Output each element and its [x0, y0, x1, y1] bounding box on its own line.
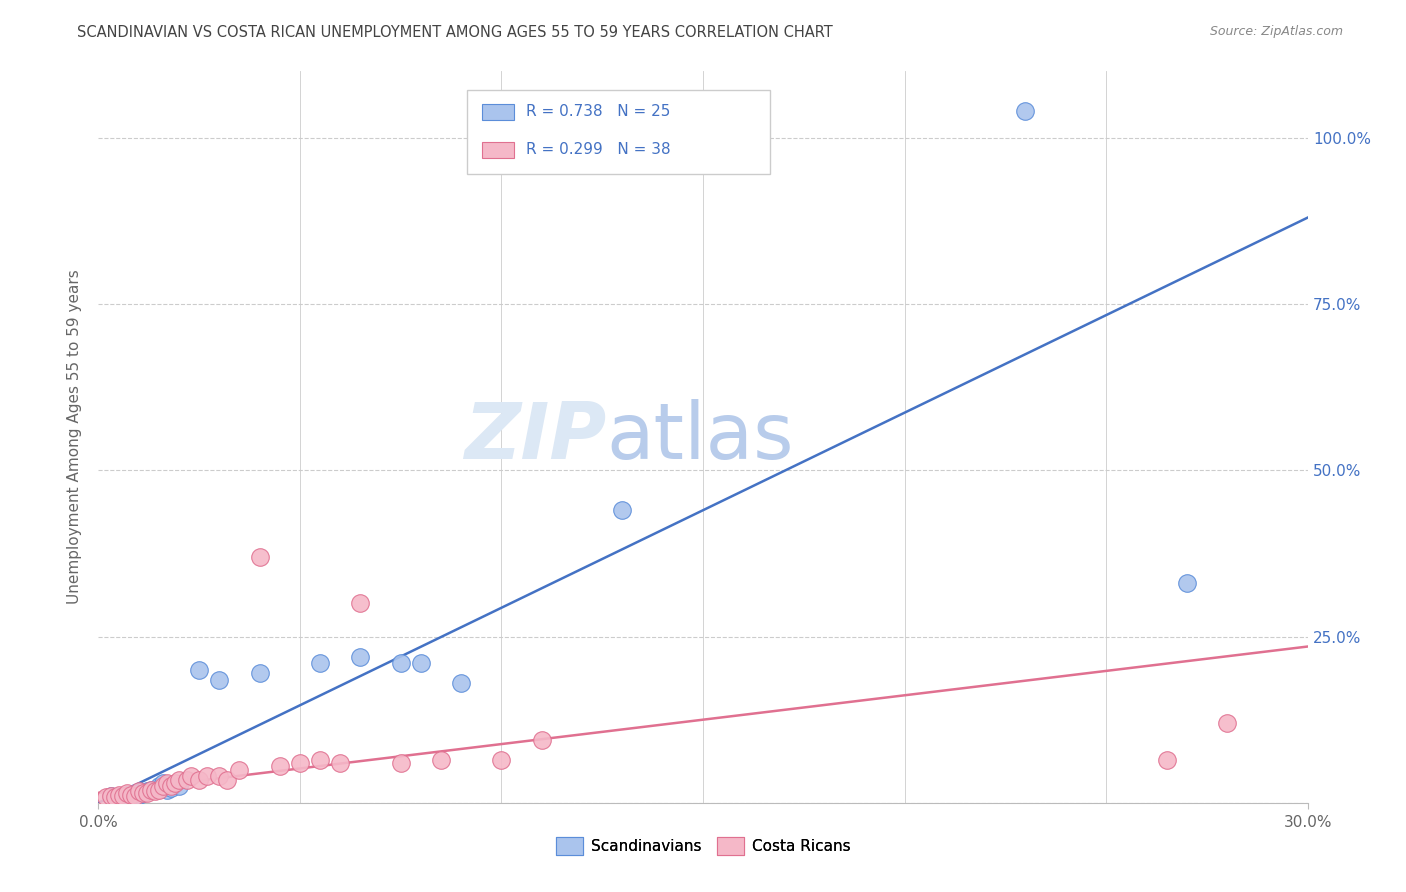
Point — [1014, 104, 1036, 119]
Point — [152, 779, 174, 793]
Point — [269, 759, 291, 773]
Point — [152, 776, 174, 790]
Point — [115, 788, 138, 802]
Point — [135, 786, 157, 800]
Point — [96, 790, 118, 805]
Point — [160, 779, 183, 793]
Point — [208, 673, 231, 687]
Point — [1216, 716, 1239, 731]
Point — [148, 782, 170, 797]
Point — [100, 789, 122, 804]
Point — [1156, 753, 1178, 767]
Point — [160, 781, 183, 796]
Point — [120, 788, 142, 802]
Point — [188, 663, 211, 677]
Point — [188, 772, 211, 787]
Point — [349, 649, 371, 664]
Text: R = 0.299   N = 38: R = 0.299 N = 38 — [526, 142, 671, 157]
Point — [124, 789, 146, 804]
Point — [120, 789, 142, 804]
Text: atlas: atlas — [606, 399, 794, 475]
Point — [111, 789, 134, 804]
Point — [167, 779, 190, 793]
Point — [228, 763, 250, 777]
Point — [349, 596, 371, 610]
Point — [208, 769, 231, 783]
Point — [143, 784, 166, 798]
Text: SCANDINAVIAN VS COSTA RICAN UNEMPLOYMENT AMONG AGES 55 TO 59 YEARS CORRELATION C: SCANDINAVIAN VS COSTA RICAN UNEMPLOYMENT… — [77, 25, 834, 40]
Point — [491, 753, 513, 767]
Point — [249, 549, 271, 564]
Point — [430, 753, 453, 767]
Point — [148, 779, 170, 793]
FancyBboxPatch shape — [482, 103, 515, 120]
Point — [180, 769, 202, 783]
Point — [217, 772, 239, 787]
Point — [309, 656, 332, 670]
Point — [107, 790, 129, 805]
Legend: Scandinavians, Costa Ricans: Scandinavians, Costa Ricans — [550, 831, 856, 861]
Point — [163, 776, 186, 790]
Point — [115, 786, 138, 800]
Text: R = 0.738   N = 25: R = 0.738 N = 25 — [526, 104, 671, 120]
Text: ZIP: ZIP — [464, 399, 606, 475]
Point — [156, 782, 179, 797]
Point — [128, 788, 150, 802]
Point — [156, 776, 179, 790]
FancyBboxPatch shape — [482, 142, 515, 159]
Point — [124, 786, 146, 800]
Point — [139, 782, 162, 797]
FancyBboxPatch shape — [467, 90, 769, 174]
Point — [612, 503, 634, 517]
Point — [389, 756, 412, 770]
Y-axis label: Unemployment Among Ages 55 to 59 years: Unemployment Among Ages 55 to 59 years — [67, 269, 83, 605]
Point — [132, 786, 155, 800]
Point — [103, 790, 125, 805]
Point — [450, 676, 472, 690]
Point — [288, 756, 311, 770]
Text: Source: ZipAtlas.com: Source: ZipAtlas.com — [1209, 25, 1343, 38]
Point — [389, 656, 412, 670]
Point — [309, 753, 332, 767]
Point — [329, 756, 352, 770]
Point — [409, 656, 432, 670]
Point — [100, 789, 122, 804]
Point — [249, 666, 271, 681]
Point — [1175, 576, 1198, 591]
Point — [132, 786, 155, 800]
Point — [195, 769, 218, 783]
Point — [139, 782, 162, 797]
Point — [176, 772, 198, 787]
Point — [530, 732, 553, 747]
Point — [128, 784, 150, 798]
Point — [167, 772, 190, 787]
Point — [107, 788, 129, 802]
Point — [135, 784, 157, 798]
